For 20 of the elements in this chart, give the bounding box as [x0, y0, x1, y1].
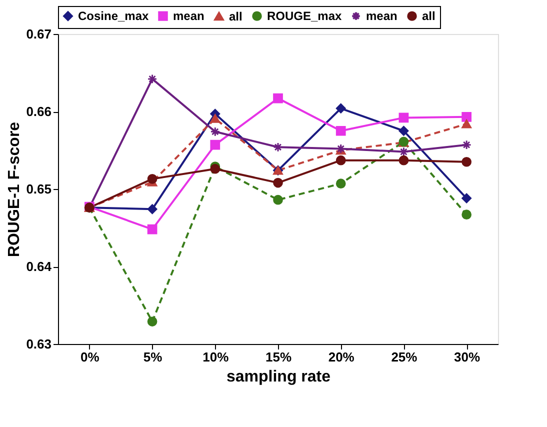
y-axis-title: ROUGE-1 F-score: [6, 122, 24, 258]
y-tick-label: 0.67: [26, 26, 52, 42]
x-tick-label: 30%: [454, 350, 481, 364]
x-tick-label: 10%: [202, 350, 230, 364]
x-axis-title: sampling rate: [226, 368, 331, 386]
x-tick-label: 0%: [80, 350, 100, 364]
legend-label: ROUGE_max: [267, 9, 342, 24]
x-tick-label: 25%: [391, 350, 418, 364]
legend-label: mean: [173, 9, 204, 24]
y-tick-label: 0.63: [26, 336, 52, 352]
y-tick-label: 0.66: [26, 104, 52, 119]
x-tick-label: 5%: [143, 350, 163, 364]
legend-label: all: [229, 9, 242, 24]
x-tick-label: 15%: [265, 350, 292, 364]
y-tick-label: 0.64: [26, 259, 52, 274]
legend-label: mean: [366, 9, 398, 24]
x-tick-label: 20%: [328, 350, 355, 364]
y-tick-label: 0.65: [26, 182, 52, 196]
legend-label: Cosine_max: [78, 9, 150, 24]
legend-label: all: [422, 9, 436, 24]
